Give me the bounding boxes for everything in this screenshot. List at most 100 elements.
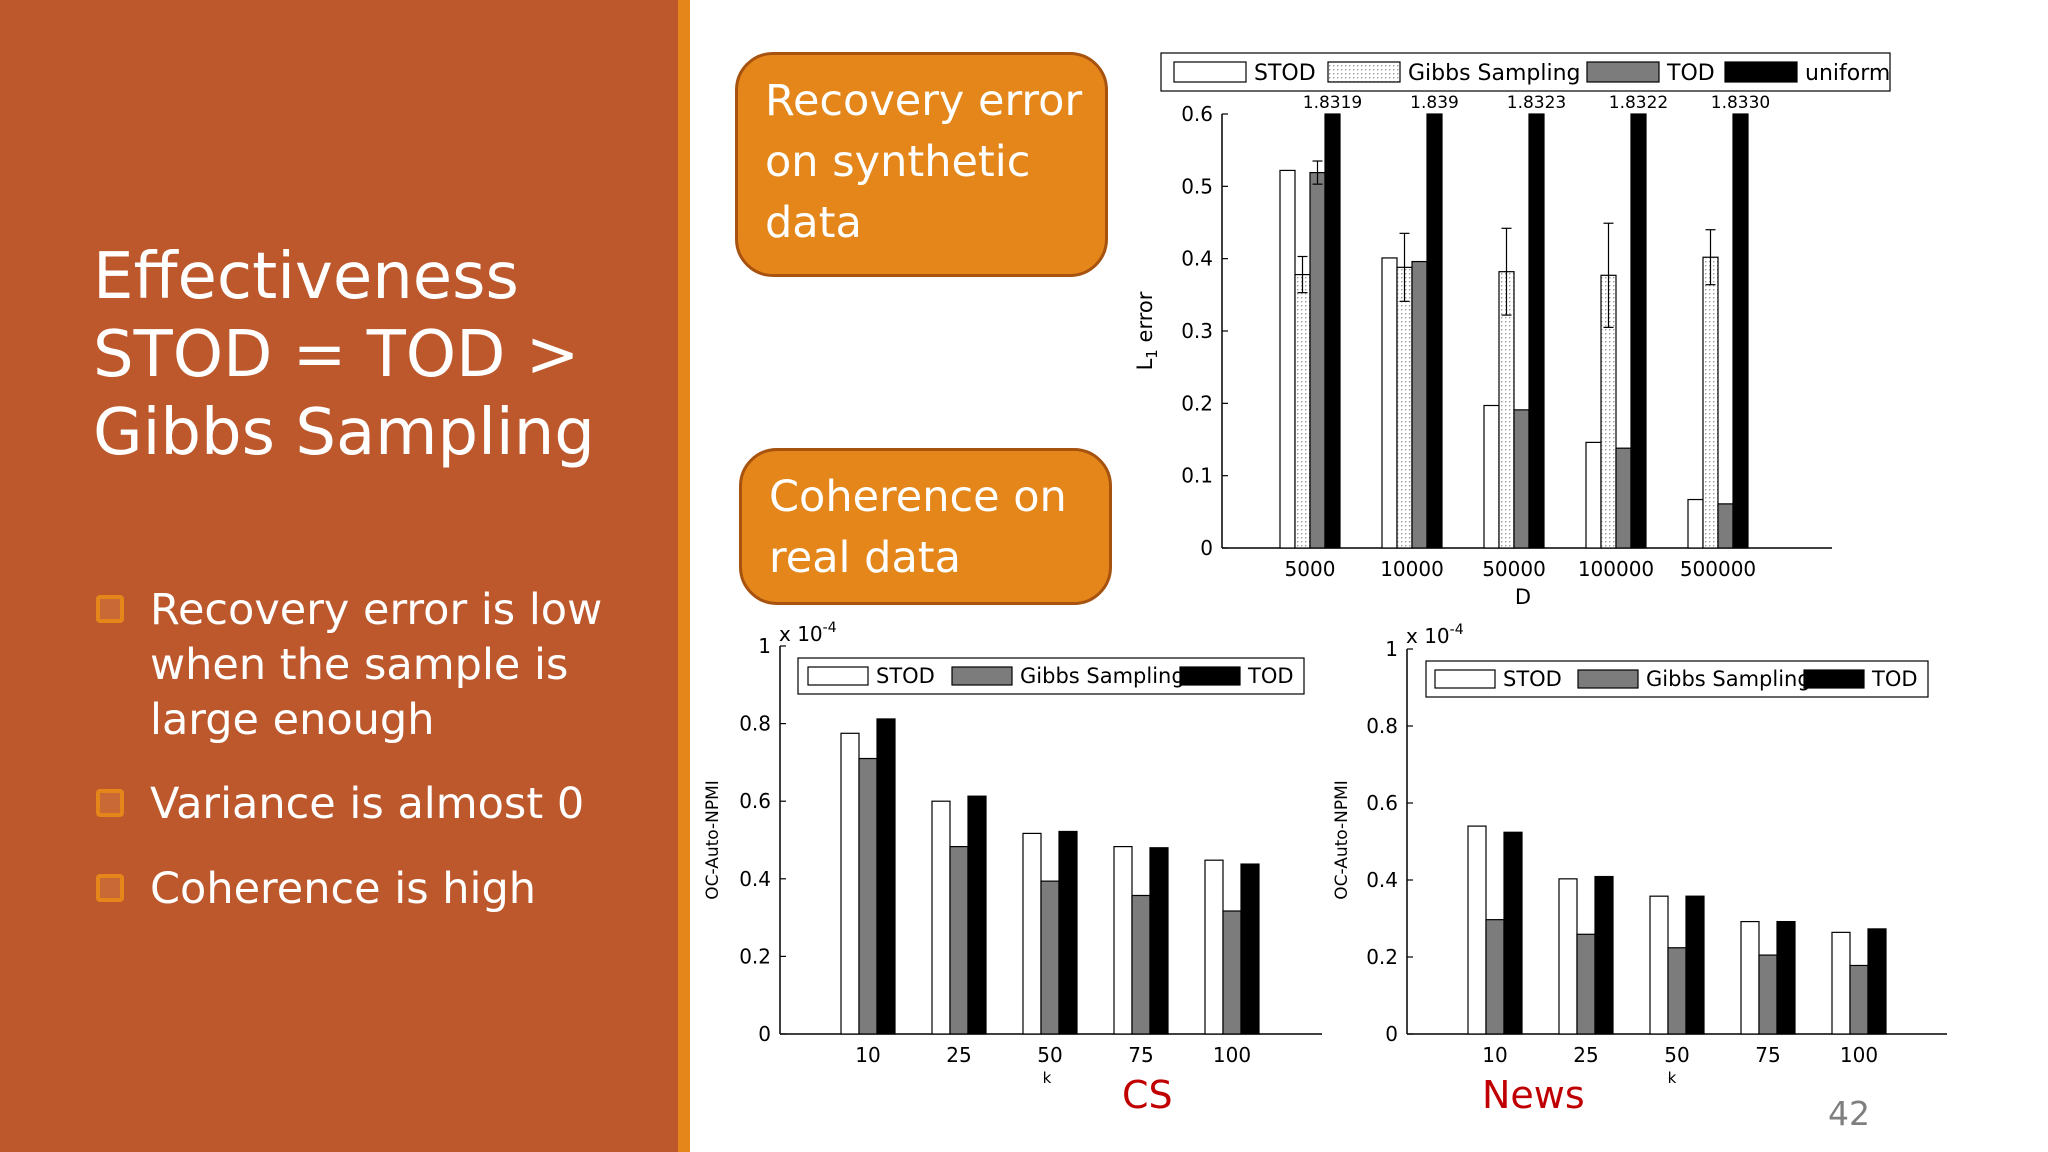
y-tick-label: 0.6 — [1366, 791, 1398, 815]
bullet-text: large enough — [150, 695, 435, 745]
x-tick-label: 100000 — [1578, 557, 1654, 581]
bar — [1576, 933, 1596, 1035]
legend-label: Gibbs Sampling — [1020, 664, 1185, 688]
x-tick-label: 10000 — [1380, 557, 1444, 581]
x-tick-label: 100 — [1840, 1043, 1878, 1067]
y-tick-label: 0.4 — [1181, 247, 1213, 271]
y-tick-label: 0 — [1385, 1022, 1398, 1046]
y-axis-label-rest: error — [1133, 291, 1157, 349]
y-tick-label: 0 — [758, 1022, 771, 1046]
axis-scale-exponent: -4 — [1450, 622, 1464, 638]
x-tick-label: 75 — [1755, 1043, 1780, 1067]
bullet-text: Variance is almost 0 — [150, 779, 585, 829]
bar — [1240, 863, 1260, 1035]
x-axis-label: k — [1043, 1069, 1052, 1087]
bar — [1485, 919, 1505, 1035]
y-tick-label: 0.2 — [1181, 391, 1213, 415]
legend-swatch — [1724, 61, 1798, 83]
x-axis-label: D — [1515, 585, 1531, 609]
y-tick-label: 0.8 — [739, 712, 771, 736]
callout-text: Recovery error — [765, 76, 1083, 126]
bar — [1503, 831, 1523, 1035]
x-tick-label: 75 — [1128, 1043, 1153, 1067]
bar — [1831, 931, 1851, 1035]
callout-text: on synthetic — [765, 137, 1031, 187]
y-axis-label: OC-Auto-NPMI — [703, 780, 723, 900]
data-label: 1.8330 — [1711, 93, 1770, 113]
legend-label: STOD — [876, 664, 935, 688]
bar — [1667, 947, 1687, 1035]
bar — [967, 795, 987, 1035]
bar — [876, 718, 896, 1035]
axis-scale-factor: x 10-4 — [1406, 622, 1464, 648]
x-tick-label: 500000 — [1680, 557, 1756, 581]
x-tick-label: 100 — [1213, 1043, 1251, 1067]
y-tick-label: 0 — [1200, 536, 1213, 560]
slide-title-line-2: STOD = TOD > — [93, 318, 580, 392]
callout-text: data — [765, 198, 862, 248]
checkbox-bullet-icon — [96, 789, 124, 817]
legend-label: TOD — [1666, 61, 1715, 86]
bullet-text: Recovery error is low — [150, 585, 603, 635]
legend-swatch — [1577, 669, 1639, 689]
caption-cs: CS — [1122, 1073, 1173, 1117]
bar — [1849, 964, 1869, 1035]
legend-label: TOD — [1871, 667, 1918, 691]
legend-swatch — [1179, 666, 1241, 686]
y-tick-label: 0.6 — [739, 789, 771, 813]
legend-label: Gibbs Sampling — [1646, 667, 1811, 691]
y-axis-label: OC-Auto-NPMI — [1332, 780, 1352, 900]
bar — [1426, 113, 1443, 549]
checkbox-bullet-icon — [96, 595, 124, 623]
bar — [1732, 113, 1749, 549]
bullet-text: when the sample is — [150, 640, 569, 690]
axis-scale-exponent: -4 — [823, 620, 837, 636]
x-tick-label: 50000 — [1482, 557, 1546, 581]
legend-label: TOD — [1247, 664, 1294, 688]
bullet-text: Coherence is high — [150, 864, 537, 914]
y-tick-label: 0.6 — [1181, 102, 1213, 126]
bar — [1649, 895, 1669, 1035]
data-label: 1.8322 — [1609, 93, 1668, 113]
legend-label: Gibbs Sampling — [1408, 61, 1581, 86]
legend-label: STOD — [1503, 667, 1562, 691]
checkbox-bullet-icon — [96, 874, 124, 902]
callout-text: real data — [769, 533, 962, 583]
legend-label: STOD — [1254, 61, 1316, 86]
x-tick-label: 5000 — [1285, 557, 1336, 581]
y-tick-label: 0.4 — [739, 867, 771, 891]
y-axis-label: L1 error — [1133, 291, 1161, 370]
bar — [1630, 113, 1647, 549]
bar — [1740, 920, 1760, 1035]
y-tick-label: 1 — [1385, 637, 1398, 661]
x-tick-label: 50 — [1664, 1043, 1689, 1067]
bar — [1324, 113, 1341, 549]
x-tick-label: 10 — [855, 1043, 880, 1067]
legend-swatch — [1327, 61, 1401, 83]
bar — [1467, 825, 1487, 1035]
y-tick-label: 1 — [758, 634, 771, 658]
legend-swatch — [1586, 61, 1660, 83]
data-label: 1.839 — [1410, 93, 1459, 113]
callout-text: Coherence on — [769, 472, 1067, 522]
bar — [1058, 830, 1078, 1035]
y-tick-label: 0.2 — [1366, 945, 1398, 969]
slide-title-line-1: Effectiveness — [93, 240, 519, 314]
slide-title-line-3: Gibbs Sampling — [93, 396, 595, 470]
x-tick-label: 10 — [1482, 1043, 1507, 1067]
legend-swatch — [951, 666, 1013, 686]
legend-swatch — [1434, 669, 1496, 689]
data-label: 1.8319 — [1303, 93, 1362, 113]
x-tick-label: 25 — [1573, 1043, 1598, 1067]
y-tick-label: 0.5 — [1181, 174, 1213, 198]
bar — [1758, 954, 1778, 1035]
y-tick-label: 0.1 — [1181, 464, 1213, 488]
callout-recovery-error: Recovery error on synthetic data — [735, 52, 1108, 277]
y-tick-label: 0.8 — [1366, 714, 1398, 738]
bar — [1528, 113, 1545, 549]
data-label: 1.8323 — [1507, 93, 1566, 113]
legend-swatch — [1803, 669, 1865, 689]
